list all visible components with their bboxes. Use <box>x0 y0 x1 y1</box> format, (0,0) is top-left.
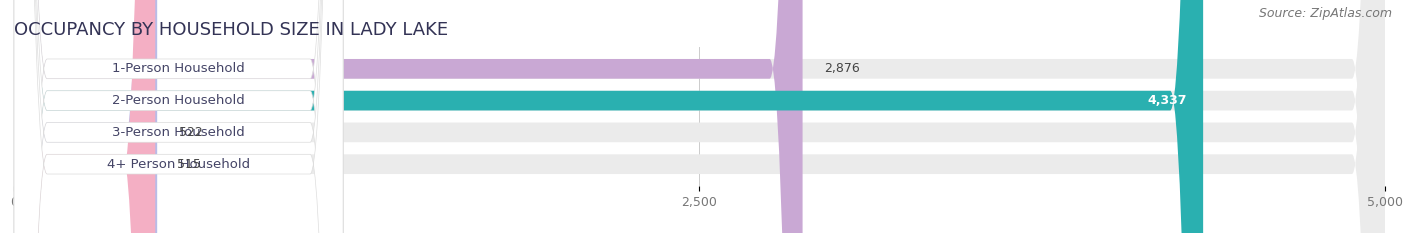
FancyBboxPatch shape <box>14 0 1385 233</box>
Text: 2-Person Household: 2-Person Household <box>112 94 245 107</box>
Text: 2,876: 2,876 <box>824 62 860 75</box>
FancyBboxPatch shape <box>14 0 803 233</box>
Text: 3-Person Household: 3-Person Household <box>112 126 245 139</box>
Text: 4+ Person Household: 4+ Person Household <box>107 158 250 171</box>
Text: Source: ZipAtlas.com: Source: ZipAtlas.com <box>1258 7 1392 20</box>
FancyBboxPatch shape <box>14 0 1385 233</box>
FancyBboxPatch shape <box>14 0 343 233</box>
FancyBboxPatch shape <box>14 0 1385 233</box>
Text: 4,337: 4,337 <box>1147 94 1187 107</box>
FancyBboxPatch shape <box>14 0 1204 233</box>
Text: 522: 522 <box>179 126 202 139</box>
FancyBboxPatch shape <box>14 0 155 233</box>
Text: OCCUPANCY BY HOUSEHOLD SIZE IN LADY LAKE: OCCUPANCY BY HOUSEHOLD SIZE IN LADY LAKE <box>14 21 449 39</box>
FancyBboxPatch shape <box>14 0 343 233</box>
FancyBboxPatch shape <box>14 0 343 233</box>
FancyBboxPatch shape <box>14 0 1385 233</box>
Text: 1-Person Household: 1-Person Household <box>112 62 245 75</box>
FancyBboxPatch shape <box>14 0 157 233</box>
Text: 515: 515 <box>177 158 201 171</box>
FancyBboxPatch shape <box>14 0 343 233</box>
